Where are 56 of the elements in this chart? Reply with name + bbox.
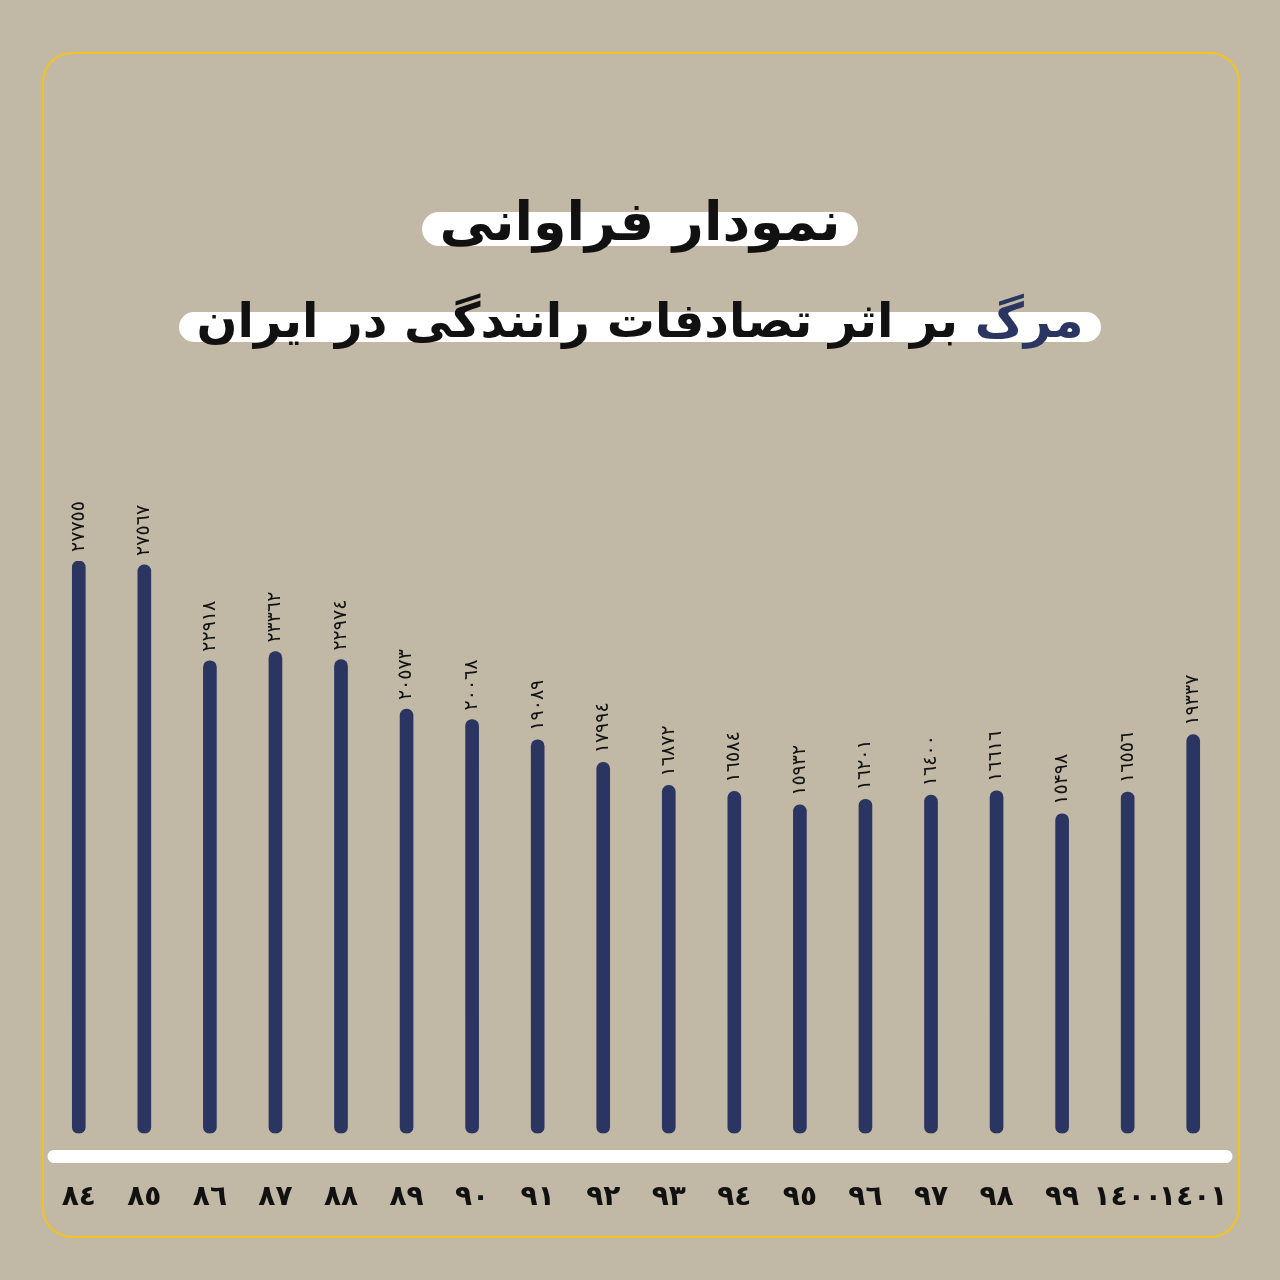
- x-tick-label: ٩١: [520, 1179, 555, 1213]
- data-label: ١٧٩٩٤: [590, 702, 613, 754]
- x-tick-label: ١٤٠٠: [1093, 1179, 1162, 1213]
- bar: [465, 719, 479, 1134]
- x-tick-label: ٨٦: [192, 1179, 227, 1213]
- data-label: ١٦٥٥٦: [1114, 731, 1137, 783]
- x-tick-label: ٨٧: [258, 1179, 293, 1213]
- data-label: ٢٧٥٦٧: [131, 504, 154, 556]
- x-tick-label: ٩٣: [651, 1179, 686, 1213]
- data-label: ١٩٠٨٩: [524, 679, 547, 731]
- data-label: ٢٧٧٥٥: [65, 500, 88, 552]
- data-label: ٢٠٥٧٣: [393, 649, 416, 701]
- x-tick-label: ٨٤: [61, 1179, 96, 1213]
- bar: [1120, 791, 1135, 1134]
- bar: [399, 708, 414, 1134]
- data-label: ١٦٨٧٢: [655, 725, 678, 777]
- x-tick-label: ٩٢: [586, 1179, 621, 1213]
- bar: [334, 659, 348, 1134]
- bar: [661, 785, 676, 1134]
- chart-title: نمودار فراوانی: [439, 189, 841, 255]
- data-label: ١٥٩٣٢: [786, 744, 809, 796]
- x-tick-label: ٩٦: [848, 1179, 883, 1213]
- x-tick-label: ٨٩: [389, 1179, 424, 1213]
- data-label: ١٦٦١٦: [983, 730, 1006, 782]
- x-tick-label: ٩٤: [717, 1179, 752, 1213]
- x-tick-label: ٨٨: [323, 1179, 359, 1213]
- bar: [596, 761, 611, 1134]
- bar: [1186, 734, 1201, 1134]
- bar: [137, 564, 152, 1134]
- x-tick-label: ١٤٠١: [1159, 1179, 1228, 1213]
- bar: [268, 651, 283, 1134]
- bar: [203, 660, 217, 1134]
- x-tick-label: ٨٥: [127, 1179, 162, 1213]
- bar: [727, 791, 742, 1134]
- bar: [793, 804, 807, 1134]
- data-label: ١٩٣٣٧: [1180, 674, 1203, 726]
- data-label: ١٦٢٠١: [852, 739, 875, 791]
- x-tick-label: ٩٨: [979, 1179, 1014, 1213]
- bar: [924, 794, 938, 1134]
- bar: [71, 561, 86, 1134]
- bar: [858, 798, 873, 1134]
- chart-subtitle: مرگ بر اثر تصادفات رانندگی در ایران: [196, 291, 1084, 350]
- x-tick-label: ٩٥: [782, 1179, 817, 1213]
- data-label: ١٦٤٠٠: [917, 735, 940, 787]
- data-label: ٢٣٣٦٢: [262, 591, 285, 643]
- bar: [989, 790, 1004, 1134]
- x-tick-label: ٩٠: [455, 1179, 490, 1213]
- bar: [530, 739, 545, 1134]
- data-label: ٢٠٠٦٨: [459, 659, 482, 711]
- data-label: ٢٢٩١٨: [196, 600, 219, 652]
- x-tick-label: ٩٧: [913, 1179, 949, 1213]
- data-label: ٢٢٩٧٤: [327, 599, 350, 651]
- bar: [1055, 813, 1069, 1134]
- data-label: ١٥۴٩٨: [1049, 753, 1072, 805]
- data-label: ١٦٥٨٤: [721, 731, 744, 783]
- x-tick-label: ٩٩: [1045, 1179, 1080, 1213]
